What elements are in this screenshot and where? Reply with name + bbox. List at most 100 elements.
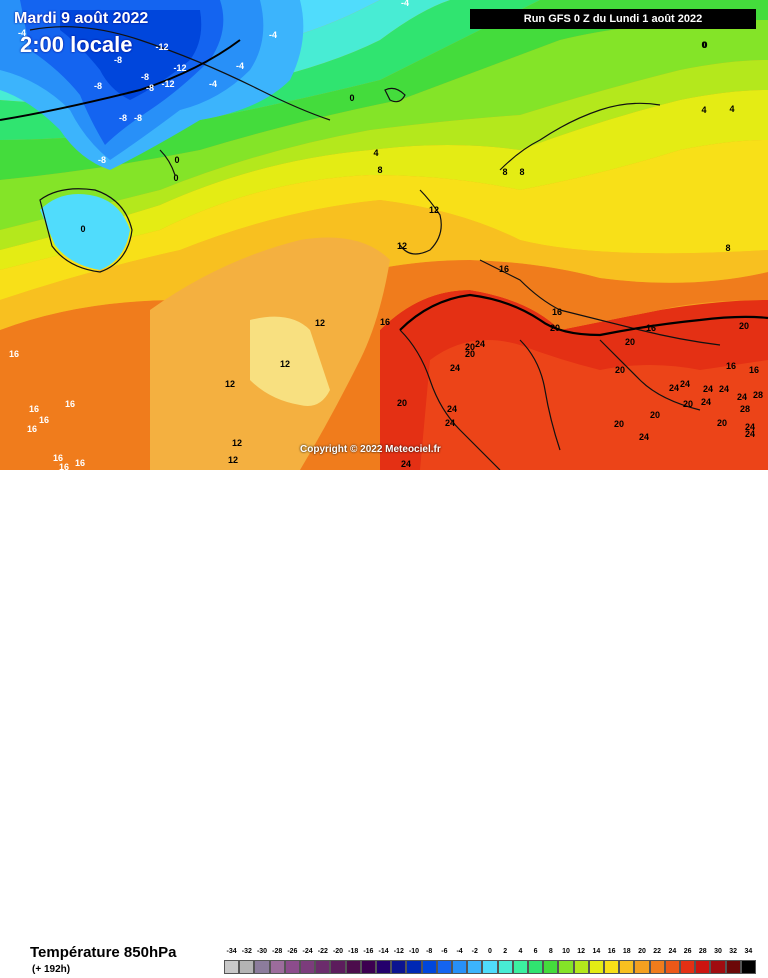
isotherm-label: 0 [349,93,355,103]
scale-tick-label: -6 [441,948,448,955]
scale-tick-label: 2 [503,948,508,955]
scale-color-cell [360,960,376,974]
band-8 [0,90,768,270]
isotherm-label: 24 [736,392,748,402]
isotherm-label: 16 [379,317,391,327]
scale-tick-label: -34 [226,948,237,955]
scale-color-cell [436,960,452,974]
isotherm-label: 28 [752,390,764,400]
scale-color-cell [467,960,483,974]
isotherm-label: 16 [58,462,70,470]
scale-color-cell [695,960,711,974]
scale-tick-label: -10 [408,948,420,955]
isotherm-label: -8 [133,113,143,123]
map-canvas [0,0,768,470]
scale-tick-label: 28 [698,948,707,955]
isotherm-label: 0 [80,224,86,234]
isotherm-label: 20 [464,349,476,359]
scale-color-cell [664,960,680,974]
isotherm-label: 24 [474,339,486,349]
footer: Température 850hPa (+ 192h) -34 -32 -30 -28… [0,470,768,975]
greenland-neg12 [60,10,202,100]
isotherm-label: 0 [174,155,180,165]
isotherm-label: 4 [729,104,735,114]
band-6 [0,60,768,250]
scale-tick-label: 4 [518,948,523,955]
scale-tick-label: 32 [729,948,738,955]
isotherm-label: -12 [161,79,175,89]
isotherm-label: -8 [97,155,107,165]
scale-color-cell [300,960,316,974]
local-time: 2:00 locale [20,32,133,57]
isotherm-label: 28 [739,404,751,414]
isotherm-label: 20 [613,419,625,429]
isotherm-label: 16 [645,323,657,333]
scale-tick-label: 18 [622,948,631,955]
isotherm-label: -8 [140,72,150,82]
isotherm-label: 20 [682,399,694,409]
isotherm-label: 12 [227,455,239,465]
scale-tick-label: -12 [393,948,404,955]
scale-tick-label: -26 [287,948,298,955]
cold-pocket [40,194,130,270]
scale-tick-label: -4 [456,948,463,955]
scale-color-cell [573,960,589,974]
scale-tick-label: -30 [256,948,268,955]
isotherm-label: 0 [173,173,179,183]
coastlines [29,26,721,470]
isotherm-label: 20 [549,323,561,333]
isotherm-label: -4 [400,0,410,8]
isotherm-label: 16 [8,349,20,359]
isotherm-label: 0 [701,40,707,50]
temperature-map: Mardi 9 août 2022 2:00 locale Run GFS 0 … [0,0,768,470]
isotherm-label: -4 [235,61,245,71]
isotherm-label: 24 [444,418,456,428]
isotherm-label: 20 [738,321,750,331]
scale-tick-label: 10 [562,948,570,955]
isotherm-label: -8 [93,81,103,91]
scale-color-cell [619,960,635,974]
band-10 [0,140,768,300]
scale-tick-label: -18 [348,948,359,955]
scale-tick-label: 24 [668,948,677,955]
isotherm-label: -4 [208,79,218,89]
scale-color-cell [740,960,756,974]
band-2 [0,0,768,180]
parameter-title: Température 850hPa [30,944,177,961]
scale-tick-label: 16 [607,948,616,955]
isotherm-label: 12 [314,318,326,328]
isotherm-label: 12 [279,359,291,369]
isotherm-label: 24 [449,363,461,373]
scale-color-cell [512,960,528,974]
scale-tick-label: -8 [426,948,433,955]
pale-blob [250,316,330,406]
isotherm-20 [399,293,768,337]
isotherm-label: 0 [702,40,708,50]
isotherm-label: 20 [464,342,476,352]
isotherm-label: 24 [446,404,458,414]
scale-color-cell [543,960,559,974]
scale-color-cell [680,960,696,974]
isotherm-label: 24 [744,422,756,432]
isotherm-label: 16 [64,399,76,409]
isotherm-label: -8 [145,83,155,93]
scale-tick-label: 34 [744,948,753,955]
isotherm-label: 24 [744,429,756,439]
isotherm-label: 24 [668,383,680,393]
band-26 [420,340,768,470]
isotherm-label: -8 [113,55,123,65]
copyright: Copyright © 2022 Meteociel.fr [300,444,441,455]
isotherm-label: 4 [701,105,707,115]
scale-color-cell [254,960,270,974]
isotherm-label: 8 [377,165,383,175]
isotherm-label: 12 [231,438,243,448]
scale-tick-label: 20 [638,948,646,955]
isotherm-label: -12 [155,42,169,52]
scale-tick-label: 0 [488,948,492,955]
isotherm-label: 16 [748,365,760,375]
scale-tick-label: -16 [363,948,374,955]
scale-tick-label: -32 [241,948,252,955]
scale-tick-label: 26 [683,948,692,955]
scale-tick-label: 6 [533,948,538,955]
scale-color-cell [482,960,498,974]
